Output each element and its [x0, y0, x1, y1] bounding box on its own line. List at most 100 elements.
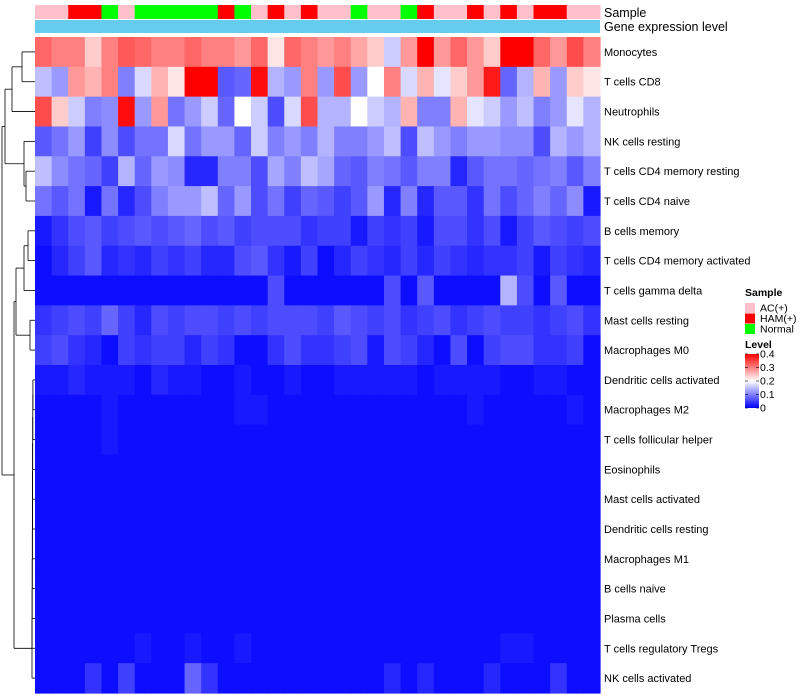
- heatmap-cell: [134, 514, 152, 545]
- heatmap-cell: [533, 335, 551, 366]
- heatmap-cell: [566, 126, 584, 157]
- heatmap-cell: [300, 633, 319, 664]
- heatmap-cell: [383, 215, 402, 247]
- heatmap-cell: [84, 66, 103, 98]
- heatmap-cell: [383, 66, 402, 98]
- heatmap-cell: [184, 424, 202, 456]
- heatmap-cell: [533, 156, 551, 187]
- heatmap-cell: [400, 573, 418, 605]
- heatmap-cell: [450, 573, 468, 605]
- heatmap-cell: [533, 66, 551, 98]
- heatmap-cell: [583, 573, 601, 605]
- heatmap-cell: [51, 66, 69, 98]
- heatmap-cell: [317, 543, 335, 575]
- heatmap-cell: [450, 424, 468, 456]
- heatmap-cell: [500, 484, 518, 515]
- heatmap-cell: [84, 305, 103, 336]
- heatmap-cell: [101, 215, 119, 247]
- heatmap-cell: [35, 424, 53, 456]
- sample-annotation-cell: [284, 5, 302, 19]
- heatmap-cell: [483, 96, 501, 128]
- heatmap-cell: [51, 215, 69, 247]
- heatmap-cell: [367, 454, 385, 485]
- heatmap-cell: [68, 394, 86, 426]
- heatmap-cell: [101, 454, 119, 485]
- heatmap-cell: [350, 424, 368, 456]
- heatmap-cell: [217, 186, 236, 217]
- heatmap-cell: [483, 215, 501, 247]
- heatmap-cell: [483, 663, 501, 694]
- heatmap-cell: [317, 514, 335, 545]
- heatmap-cell: [234, 484, 252, 515]
- heatmap-cell: [267, 603, 285, 634]
- heatmap-cell: [201, 96, 219, 128]
- heatmap-cell: [68, 543, 86, 575]
- sample-annotation-cell: [251, 5, 269, 19]
- heatmap-cell: [134, 663, 152, 694]
- heatmap-cell: [566, 543, 584, 575]
- heatmap-cell: [516, 424, 535, 456]
- row-label: T cells CD8: [604, 77, 661, 89]
- heatmap-cell: [84, 96, 103, 128]
- heatmap-cell: [167, 454, 186, 485]
- heatmap-cell: [84, 215, 103, 247]
- heatmap-cell: [51, 335, 69, 366]
- heatmap-cell: [151, 156, 169, 187]
- row-label: Neutrophils: [604, 107, 660, 119]
- heatmap-cell: [433, 514, 452, 545]
- heatmap-cell: [234, 365, 252, 396]
- heatmap-cell: [184, 603, 202, 634]
- heatmap-cell: [417, 215, 435, 247]
- heatmap-cell: [433, 424, 452, 456]
- heatmap-cell: [300, 484, 319, 515]
- heatmap-cell: [35, 305, 53, 336]
- heatmap-cell: [251, 394, 269, 426]
- heatmap-cell: [450, 245, 468, 277]
- heatmap-cell: [350, 245, 368, 277]
- heatmap-cell: [566, 484, 584, 515]
- heatmap-cell: [334, 96, 352, 128]
- heatmap-cell: [350, 126, 368, 157]
- heatmap-cell: [383, 424, 402, 456]
- heatmap-cell: [417, 335, 435, 366]
- heatmap-cell: [350, 215, 368, 247]
- heatmap-cell: [51, 454, 69, 485]
- heatmap-cell: [467, 454, 485, 485]
- heatmap-cell: [550, 335, 568, 366]
- heatmap-cell: [334, 66, 352, 98]
- heatmap-cell: [467, 543, 485, 575]
- heatmap-cell: [433, 365, 452, 396]
- heatmap-cell: [317, 573, 335, 605]
- heatmap-cell: [101, 484, 119, 515]
- heatmap-cell: [516, 305, 535, 336]
- heatmap-cell: [400, 215, 418, 247]
- row-label: NK cells activated: [604, 673, 691, 685]
- sample-annotation-cell: [51, 5, 69, 19]
- heatmap-cell: [167, 514, 186, 545]
- heatmap-cell: [350, 96, 368, 128]
- heatmap-cell: [566, 66, 584, 98]
- heatmap-cell: [300, 454, 319, 485]
- heatmap-cell: [68, 484, 86, 515]
- heatmap-cell: [51, 156, 69, 187]
- heatmap-cell: [367, 663, 385, 694]
- heatmap-cell: [300, 573, 319, 605]
- heatmap-cell: [467, 335, 485, 366]
- heatmap-cell: [35, 394, 53, 426]
- level-tick-label: 0.2: [760, 376, 775, 388]
- heatmap-cell: [201, 514, 219, 545]
- heatmap-cell: [68, 603, 86, 634]
- heatmap-cell: [566, 365, 584, 396]
- heatmap-cell: [467, 424, 485, 456]
- heatmap-cell: [350, 37, 368, 68]
- heatmap-cell: [367, 394, 385, 426]
- row-label: Dendritic cells resting: [604, 524, 709, 536]
- heatmap-cell: [118, 66, 136, 98]
- heatmap-cell: [516, 543, 535, 575]
- heatmap-cell: [317, 424, 335, 456]
- heatmap-cell: [300, 215, 319, 247]
- level-tick-label: 0.1: [760, 389, 775, 401]
- heatmap-cell: [51, 305, 69, 336]
- heatmap-cell: [550, 454, 568, 485]
